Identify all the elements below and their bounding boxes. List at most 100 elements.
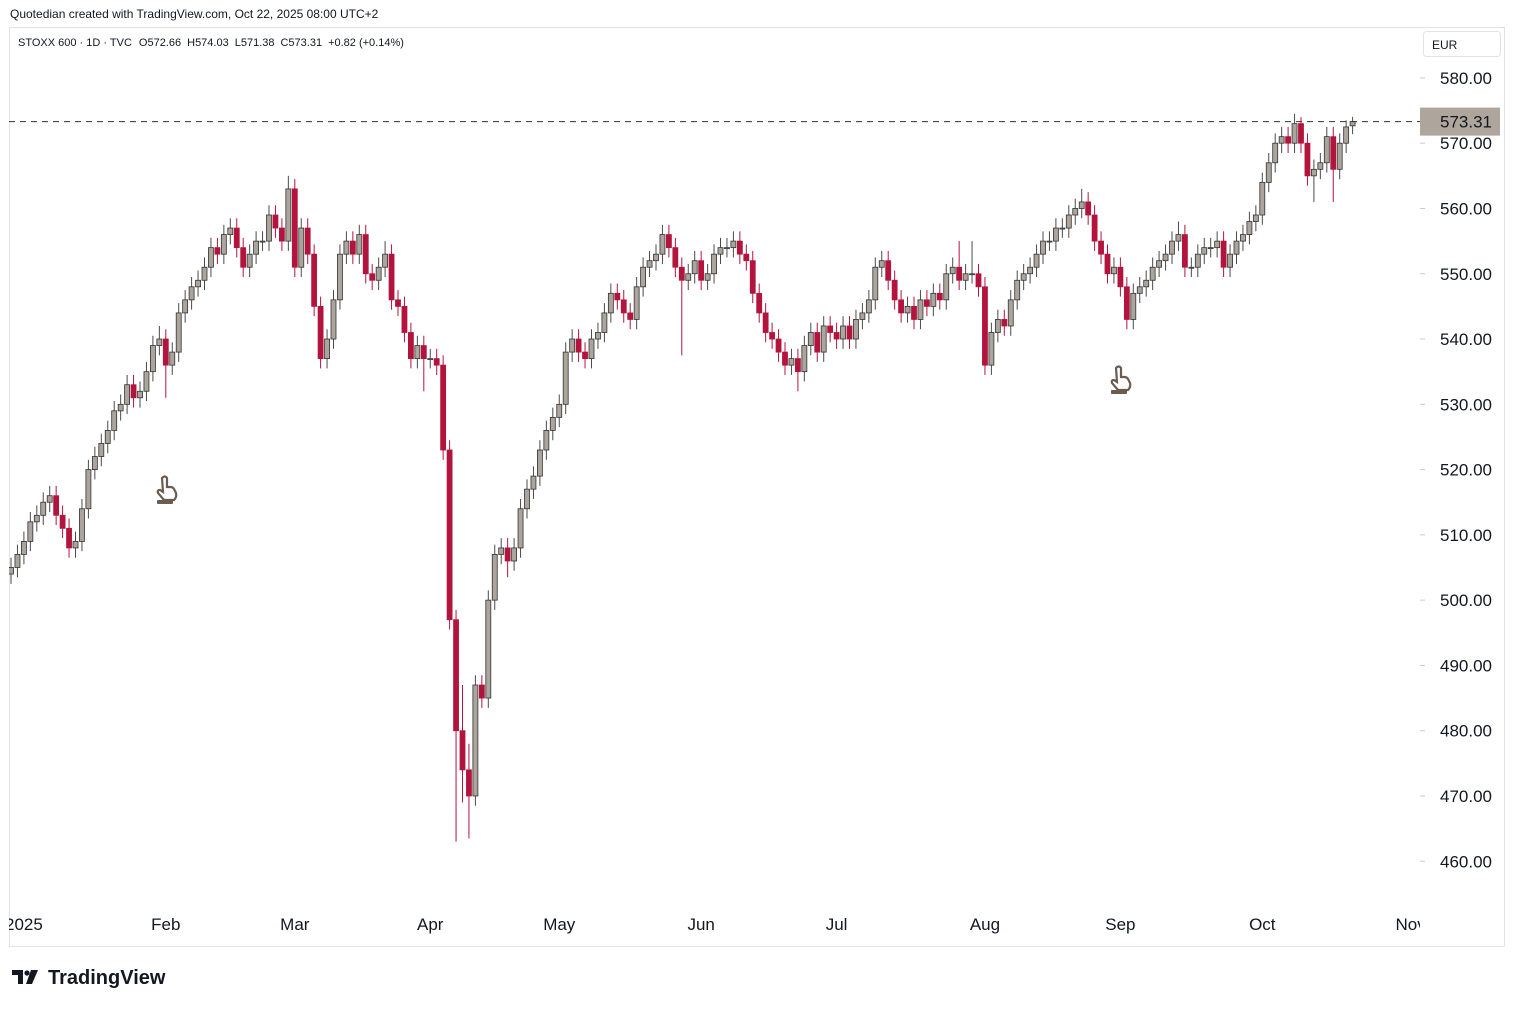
candle-body: [33, 514, 40, 523]
candle-body: [749, 260, 756, 294]
currency-box[interactable]: [1423, 31, 1501, 57]
candle-body: [924, 299, 930, 307]
candle-body: [795, 358, 801, 373]
x-axis: 2025 Feb Mar Apr May Jun Jul Aug Sep Oct Nov: [9, 915, 1420, 934]
candle-body: [143, 371, 150, 392]
candle-body: [40, 501, 47, 516]
candle-body: [446, 449, 453, 621]
candle-body: [885, 260, 892, 281]
x-tick-label: Jul: [826, 915, 848, 934]
candle-body: [1065, 214, 1072, 229]
candle-body: [349, 240, 356, 255]
candle-body: [1027, 266, 1033, 275]
candle-body: [627, 312, 634, 320]
candle-body: [911, 305, 917, 320]
candle-body: [853, 319, 859, 340]
candle-body: [1033, 253, 1040, 268]
candle-body: [1046, 240, 1053, 243]
candle-body: [1207, 247, 1214, 250]
candle-body: [943, 273, 950, 301]
candle-body: [549, 416, 556, 431]
header: Quotedian created with TradingView.com, …: [10, 7, 379, 21]
candle-body: [994, 319, 1001, 333]
candle-body: [1136, 286, 1143, 294]
y-tick-label: 550.00: [1440, 265, 1492, 284]
candle-body: [98, 443, 105, 457]
candle-body: [46, 495, 53, 503]
candle-body: [1246, 221, 1253, 235]
candle-body: [259, 240, 266, 243]
candle-body: [666, 234, 672, 249]
candle-body: [1265, 162, 1272, 183]
candle-body: [556, 403, 563, 418]
candle-body: [1317, 162, 1324, 170]
candle-body: [169, 351, 176, 366]
candle-body: [711, 253, 717, 275]
candle-body: [1143, 279, 1150, 288]
candle-body: [1272, 142, 1279, 164]
ohlc-change: +0.82 (+0.14%): [328, 37, 404, 49]
candle-body: [859, 312, 866, 320]
candle-body: [878, 260, 885, 268]
candle-body: [369, 273, 376, 281]
candle-body: [220, 234, 227, 255]
candle-body: [1020, 273, 1027, 281]
y-tick-label: 510.00: [1440, 526, 1492, 545]
candle-body: [278, 227, 285, 242]
candle-body: [769, 332, 775, 340]
candle-body: [59, 514, 66, 529]
candle-body: [511, 547, 518, 562]
candle-body: [775, 338, 782, 353]
candle-body: [182, 299, 189, 314]
candle-body: [459, 730, 466, 771]
candle-body: [195, 279, 201, 288]
candle-body: [420, 345, 427, 360]
candle-body: [788, 358, 795, 366]
candle-body: [162, 338, 169, 366]
candle-body: [1285, 136, 1291, 144]
candle-body: [491, 554, 498, 601]
hand-icon: [156, 475, 178, 504]
candle-body: [1343, 126, 1350, 144]
candle-body: [756, 292, 763, 314]
candle-body: [1072, 208, 1079, 216]
candle-body: [562, 351, 569, 405]
candle-body: [72, 540, 79, 549]
candle-body: [440, 364, 447, 451]
candle-body: [1007, 299, 1014, 327]
candle-body: [1117, 266, 1124, 288]
candle-body: [149, 345, 156, 373]
candle-body: [872, 266, 879, 301]
candle-body: [14, 554, 21, 568]
candle-body: [124, 384, 130, 405]
candle-body: [724, 247, 730, 250]
candle-body: [846, 325, 853, 340]
candle-body: [1336, 142, 1343, 170]
candle-body: [1149, 266, 1156, 281]
candle-body: [285, 188, 292, 242]
candle-body: [79, 508, 85, 542]
y-tick-label: 580.00: [1440, 69, 1492, 88]
candle-body: [1085, 201, 1092, 216]
x-tick-label: Jun: [687, 915, 714, 934]
currency: EUR: [1432, 38, 1458, 52]
candle-body: [659, 234, 666, 255]
candle-body: [1259, 181, 1266, 216]
ohlc-low: L571.38: [235, 37, 275, 49]
candle-body: [1130, 292, 1137, 320]
candle-body: [175, 312, 182, 353]
y-tick-label: 520.00: [1440, 461, 1492, 480]
candle-body: [1233, 240, 1240, 255]
candle-body: [678, 266, 685, 281]
candle-body: [575, 338, 582, 353]
y-tick-label: 470.00: [1440, 787, 1492, 806]
candle-body: [317, 305, 324, 360]
candle-body: [214, 247, 221, 255]
last-price-label: 573.31: [1440, 113, 1492, 132]
candle-body: [537, 449, 543, 477]
candle-body: [1001, 319, 1008, 327]
candle-body: [865, 299, 872, 314]
candle-body: [1278, 136, 1285, 144]
candle-body: [485, 599, 492, 699]
legend: STOXX 600 · 1D · TVC O572.66 H574.03 L571.3…: [18, 37, 404, 49]
